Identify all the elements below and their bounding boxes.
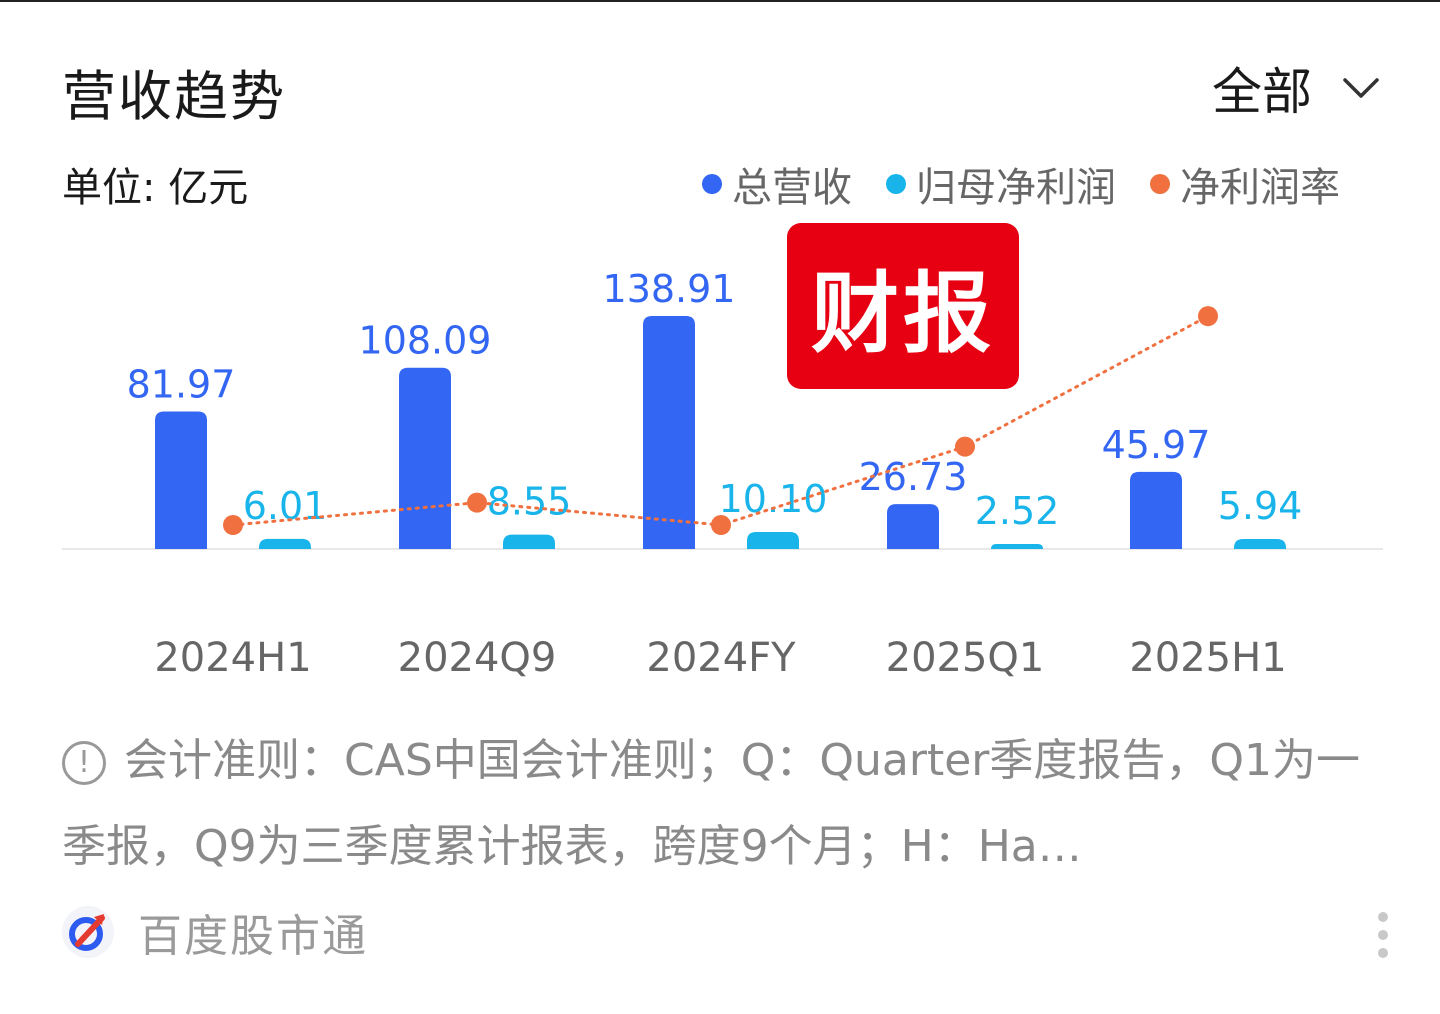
x-tick-label: 2024Q9 bbox=[398, 635, 557, 681]
net-margin-point bbox=[711, 515, 731, 535]
x-tick-label: 2024FY bbox=[646, 635, 796, 681]
net-profit-data-label: 10.10 bbox=[719, 477, 828, 521]
more-dot bbox=[1378, 912, 1388, 922]
accounting-note[interactable]: ! 会计准则：CAS中国会计准则；Q：Quarter季度报告，Q1为一季报，Q9为… bbox=[62, 718, 1382, 890]
legend-label-net-profit: 归母净利润 bbox=[916, 165, 1116, 211]
net-profit-data-label: 8.55 bbox=[487, 480, 572, 524]
legend-label-margin: 净利润率 bbox=[1180, 165, 1340, 211]
legend-item-revenue[interactable]: 总营收 bbox=[702, 155, 852, 213]
revenue-data-label: 138.91 bbox=[603, 267, 736, 311]
net-profit-bar bbox=[747, 532, 799, 549]
revenue-data-label: 45.97 bbox=[1102, 423, 1211, 467]
net-profit-data-label: 2.52 bbox=[975, 489, 1060, 533]
net-profit-bar bbox=[259, 538, 311, 549]
net-profit-bar bbox=[991, 544, 1043, 549]
section-title: 营收趋势 bbox=[62, 65, 286, 128]
net-profit-bar bbox=[1234, 539, 1286, 549]
financial-report-stamp: 财报 bbox=[787, 223, 1019, 389]
revenue-bar bbox=[155, 411, 207, 549]
legend-dot-net-profit bbox=[886, 174, 906, 194]
unit-label: 单位: 亿元 bbox=[62, 165, 249, 211]
legend-item-net-profit[interactable]: 归母净利润 bbox=[886, 155, 1116, 213]
x-tick-label: 2024H1 bbox=[154, 635, 311, 681]
revenue-data-label: 108.09 bbox=[359, 319, 492, 363]
net-margin-point bbox=[467, 492, 487, 513]
x-tick-label: 2025Q1 bbox=[886, 635, 1045, 681]
filter-label: 全部 bbox=[1212, 63, 1312, 121]
legend-dot-revenue bbox=[702, 174, 722, 194]
net-margin-point bbox=[1198, 306, 1218, 327]
net-profit-data-label: 6.01 bbox=[243, 484, 328, 528]
more-dot bbox=[1378, 930, 1388, 940]
revenue-bar bbox=[643, 316, 695, 549]
revenue-data-label: 81.97 bbox=[127, 363, 236, 407]
info-icon: ! bbox=[62, 741, 106, 785]
period-filter-dropdown[interactable]: 全部 bbox=[1212, 52, 1380, 124]
net-profit-bar bbox=[503, 534, 555, 549]
note-container: ! 会计准则：CAS中国会计准则；Q：Quarter季度报告，Q1为一季报，Q9为… bbox=[62, 718, 1382, 890]
legend-dot-margin bbox=[1150, 174, 1170, 194]
legend-label-revenue: 总营收 bbox=[732, 165, 852, 211]
brand[interactable]: 百度股市通 bbox=[60, 900, 368, 964]
chevron-down-icon bbox=[1343, 78, 1379, 98]
revenue-bar bbox=[1130, 471, 1182, 549]
revenue-data-label: 26.73 bbox=[859, 455, 968, 499]
net-profit-data-label: 5.94 bbox=[1218, 484, 1303, 528]
net-margin-point bbox=[955, 436, 975, 457]
revenue-trend-chart: 81.97 6.01 2024H1 108.09 8.55 2024Q9 138.91 10.… bbox=[62, 267, 1383, 681]
note-text: 会计准则：CAS中国会计准则；Q：Quarter季度报告，Q1为一季报，Q9为三… bbox=[62, 735, 1360, 872]
net-margin-point bbox=[223, 515, 243, 535]
revenue-bar bbox=[887, 504, 939, 549]
brand-logo-icon bbox=[62, 906, 114, 958]
more-options-button[interactable] bbox=[1378, 912, 1388, 958]
x-tick-label: 2025H1 bbox=[1129, 635, 1286, 681]
brand-name: 百度股市通 bbox=[138, 911, 368, 962]
chart-legend: 总营收 归母净利润 净利润率 bbox=[702, 155, 1340, 213]
top-divider bbox=[0, 0, 1440, 2]
revenue-bar bbox=[399, 367, 451, 549]
legend-item-margin[interactable]: 净利润率 bbox=[1150, 155, 1340, 213]
more-dot bbox=[1378, 948, 1388, 958]
